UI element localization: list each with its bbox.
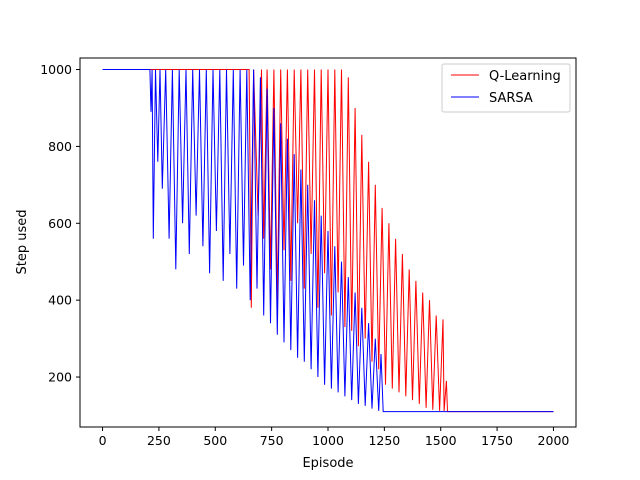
y-tick-label: 1000 [40, 62, 72, 77]
x-tick-label: 2000 [538, 433, 570, 448]
legend-label-q-learning: Q-Learning [489, 69, 561, 84]
plot-frame [79, 57, 577, 428]
x-axis-label: Episode [302, 456, 353, 471]
x-tick-label: 500 [203, 433, 227, 448]
y-tick-label: 800 [48, 139, 72, 154]
x-tick-label: 250 [147, 433, 171, 448]
tick-layer: 0 250 500 750 1000 1250 1500 1750 2000 200 400 600 8… [40, 62, 569, 448]
y-tick-label: 600 [48, 216, 72, 231]
y-axis-label: Step used [15, 210, 30, 275]
y-tick-label: 400 [48, 293, 72, 308]
x-tick-label: 1000 [312, 433, 344, 448]
x-tick-label: 1500 [425, 433, 457, 448]
series-line-sarsa [102, 69, 554, 413]
legend: Q-Learning SARSA [441, 63, 571, 113]
x-tick-label: 0 [99, 433, 107, 448]
series-layer [102, 69, 554, 413]
legend-label-sarsa: SARSA [489, 91, 533, 106]
x-tick-label: 1250 [368, 433, 400, 448]
x-tick-label: 750 [260, 433, 284, 448]
y-tick-label: 200 [48, 370, 72, 385]
series-line-q-learning [102, 69, 554, 413]
x-tick-label: 1750 [481, 433, 513, 448]
legend-box [441, 63, 571, 113]
